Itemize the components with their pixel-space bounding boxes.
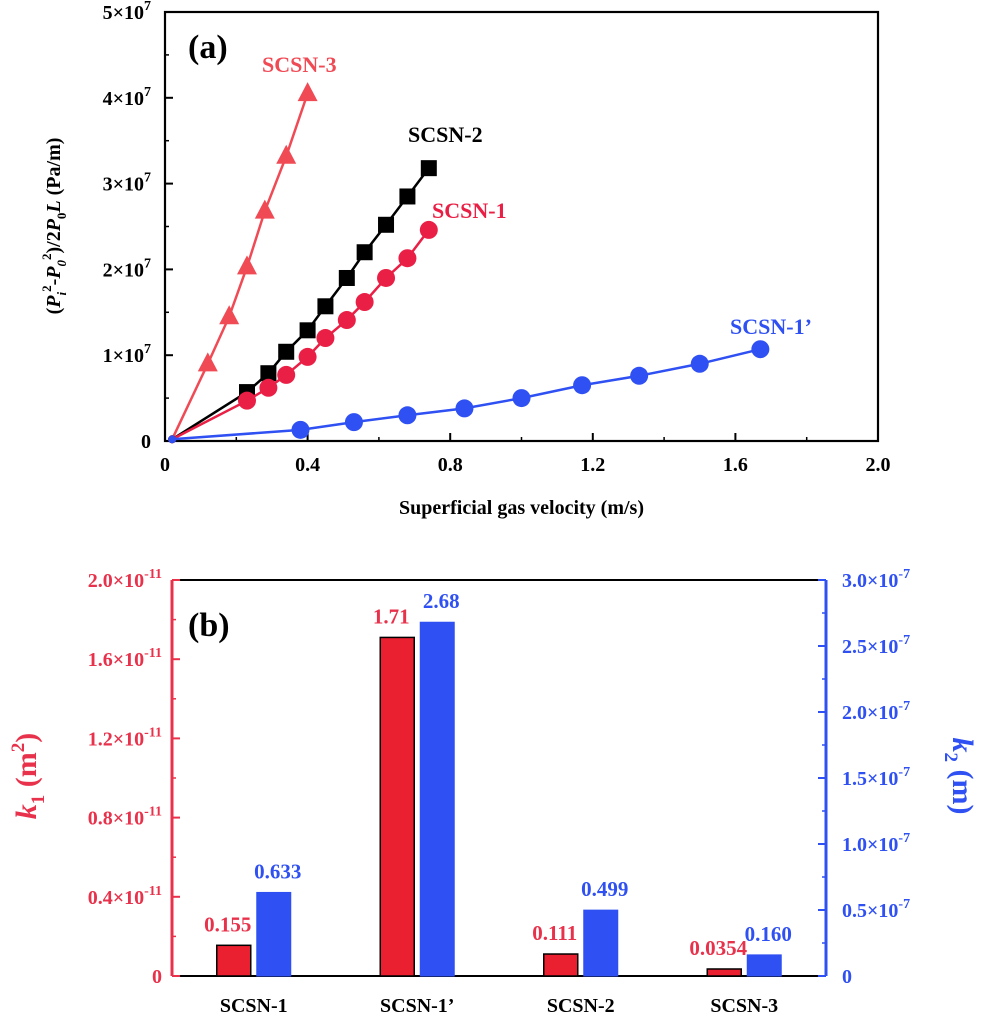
panel-a-y-axis-label: (Pi2-P02)/2P0L (Pa/m) bbox=[39, 138, 69, 315]
data-point bbox=[237, 391, 256, 410]
panel-b-y1-tick-label: 2.0×10-11 bbox=[88, 567, 162, 592]
bar-k1 bbox=[706, 968, 742, 977]
bar-k1-value-label: 0.0354 bbox=[689, 936, 747, 960]
data-point bbox=[291, 420, 310, 439]
panel-a-y-tick-label: 2×107 bbox=[103, 256, 151, 281]
series-line bbox=[171, 167, 430, 441]
panel-b-y2-tick-label: 0.5×10-7 bbox=[842, 897, 910, 922]
panel-b-y1-tick-label: 0 bbox=[152, 966, 162, 988]
data-point bbox=[277, 365, 296, 384]
data-point bbox=[168, 435, 177, 444]
panel-b-y1-tick-label: 0.8×10-11 bbox=[88, 805, 162, 830]
panel-b-y2-tick-label: 1.0×10-7 bbox=[842, 831, 910, 856]
data-point bbox=[573, 376, 592, 395]
bar-k2 bbox=[583, 909, 619, 977]
panel-a-y-tick-label: 3×107 bbox=[103, 171, 151, 196]
panel-b-y1-tick-label: 1.6×10-11 bbox=[88, 646, 162, 671]
panel-a-y-tick-label: 4×107 bbox=[103, 85, 151, 110]
panel-a-x-tick-label: 1.6 bbox=[723, 454, 748, 476]
bar-k2 bbox=[746, 954, 782, 977]
panel-b-y2-tick-label: 0 bbox=[842, 966, 852, 988]
bar-k1 bbox=[379, 636, 415, 977]
data-point bbox=[420, 160, 437, 177]
panel-a-x-tick-label: 0.8 bbox=[438, 454, 463, 476]
series-line bbox=[172, 347, 761, 441]
panel-b-category-label: SCSN-1 bbox=[220, 995, 288, 1017]
data-point bbox=[512, 389, 531, 408]
panel-a-x-tick-label: 0.4 bbox=[295, 454, 320, 476]
panel-a-label: (a) bbox=[188, 29, 228, 66]
data-point bbox=[398, 249, 417, 268]
panel-a-x-tick-label: 0 bbox=[160, 454, 170, 476]
data-point bbox=[297, 82, 318, 102]
data-point bbox=[259, 378, 278, 397]
data-point bbox=[630, 366, 649, 385]
panel-b-y2-tick-label: 2.0×10-7 bbox=[842, 699, 910, 724]
panel-b-category-label: SCSN-3 bbox=[710, 995, 778, 1017]
data-point bbox=[690, 354, 709, 373]
bar-k2-value-label: 2.68 bbox=[423, 589, 460, 613]
data-point bbox=[419, 220, 438, 239]
data-point bbox=[355, 293, 374, 312]
data-point bbox=[219, 305, 240, 325]
data-point bbox=[455, 399, 474, 418]
data-point bbox=[751, 340, 770, 359]
panel-b-category-label: SCSN-1’ bbox=[380, 995, 454, 1017]
panel-b-y1-axis-label: k1 (m2) bbox=[8, 733, 49, 819]
data-point bbox=[197, 352, 218, 372]
bar-k2-value-label: 0.499 bbox=[581, 877, 628, 901]
data-point bbox=[377, 268, 396, 287]
panel-b-label: (b) bbox=[188, 607, 230, 644]
panel-a-y-tick-label: 1×107 bbox=[103, 342, 151, 367]
panel-b-y2-axis-label-text: k2 (m) bbox=[940, 738, 979, 815]
panel-a-y-tick-label: 0 bbox=[141, 431, 151, 453]
bar-k1-value-label: 0.155 bbox=[204, 912, 251, 936]
data-point bbox=[398, 406, 417, 425]
panel-b-y2-tick-label: 3.0×10-7 bbox=[842, 567, 910, 592]
data-point bbox=[254, 199, 275, 219]
bar-k2 bbox=[256, 891, 292, 977]
data-point bbox=[337, 311, 356, 330]
panel-b-y1-tick-label: 0.4×10-11 bbox=[88, 884, 162, 909]
bar-k2-value-label: 0.160 bbox=[745, 922, 792, 946]
bar-k1-value-label: 1.71 bbox=[373, 604, 410, 628]
data-point bbox=[276, 144, 297, 164]
data-point bbox=[378, 216, 395, 233]
panel-a-x-tick-label: 1.2 bbox=[580, 454, 605, 476]
bar-k1-value-label: 0.111 bbox=[532, 921, 577, 945]
series-label: SCSN-1’ bbox=[730, 314, 812, 339]
panel-a-y-axis-label-text: (Pi2-P02)/2P0L (Pa/m) bbox=[39, 138, 69, 315]
data-point bbox=[338, 269, 355, 286]
data-point bbox=[356, 244, 373, 261]
panel-a-x-tick-label: 2.0 bbox=[866, 454, 891, 476]
panel-a-y-tick-label: 5×107 bbox=[103, 0, 151, 24]
bar-k2-value-label: 0.633 bbox=[254, 859, 301, 883]
panel-b-category-label: SCSN-2 bbox=[547, 995, 615, 1017]
panel-b-y2-tick-label: 2.5×10-7 bbox=[842, 633, 910, 658]
bar-k2 bbox=[419, 621, 455, 977]
panel-b-y2-axis-label: k2 (m) bbox=[940, 738, 979, 815]
panel-b-y2-tick-label: 1.5×10-7 bbox=[842, 765, 910, 790]
panel-a-x-axis-label: Superficial gas velocity (m/s) bbox=[399, 497, 644, 519]
panel-b-y1-axis-label-text: k1 (m2) bbox=[8, 733, 49, 819]
series-label: SCSN-2 bbox=[408, 122, 483, 147]
data-point bbox=[260, 365, 277, 382]
data-point bbox=[299, 322, 316, 339]
data-point bbox=[344, 413, 363, 432]
bar-k1 bbox=[543, 953, 579, 977]
panel-b-y1-tick-label: 1.2×10-11 bbox=[88, 725, 162, 750]
data-point bbox=[298, 347, 317, 366]
data-point bbox=[278, 343, 295, 360]
series-label: SCSN-1 bbox=[432, 198, 507, 223]
bar-k1 bbox=[216, 944, 252, 977]
data-point bbox=[316, 329, 335, 348]
series-label: SCSN-3 bbox=[262, 52, 337, 77]
data-point bbox=[236, 255, 257, 275]
data-point bbox=[399, 188, 416, 205]
data-point bbox=[317, 298, 334, 315]
